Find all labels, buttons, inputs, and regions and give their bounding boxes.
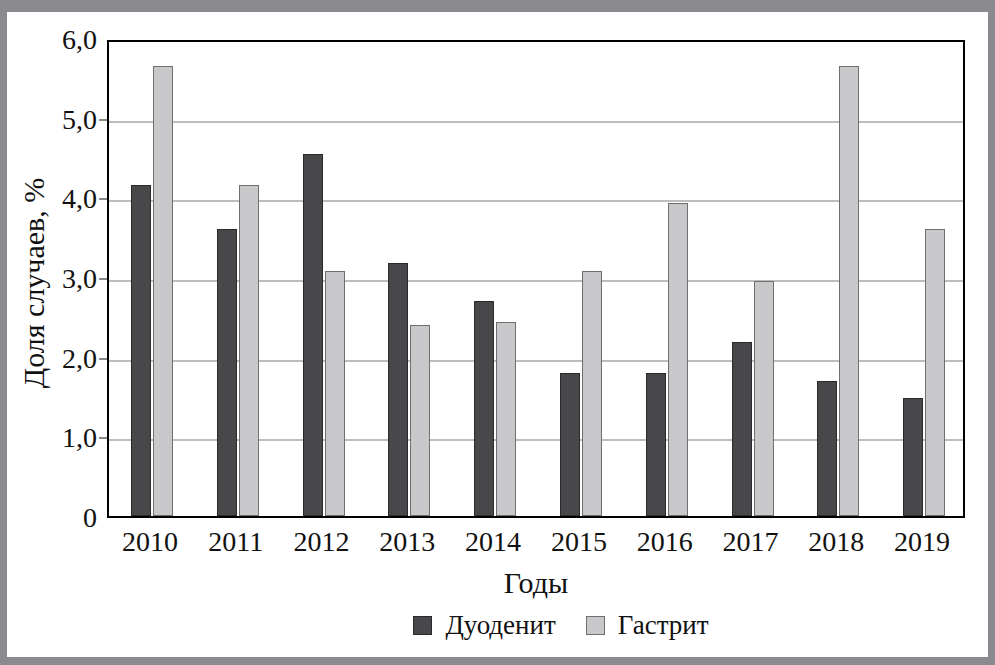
bar-Дуоденит-2016 [646, 373, 666, 516]
legend-swatch-icon [413, 616, 432, 635]
bar-Гастрит-2013 [410, 325, 430, 516]
plot-area [107, 40, 965, 518]
y-tick-label: 6,0 [7, 26, 97, 54]
bar-Гастрит-2010 [153, 66, 173, 516]
bar-Дуоденит-2018 [817, 381, 837, 516]
bar-Дуоденит-2017 [732, 342, 752, 516]
bar-Гастрит-2019 [925, 229, 945, 516]
bar-Дуоденит-2014 [474, 301, 494, 516]
bar-Гастрит-2011 [239, 185, 259, 516]
legend-item-Гастрит: Гастрит [586, 610, 709, 641]
legend-label: Дуоденит [445, 610, 555, 641]
y-tick-label: 5,0 [7, 106, 97, 134]
bar-Дуоденит-2015 [560, 373, 580, 516]
legend: Дуоденит Гастрит [107, 610, 965, 641]
bar-Дуоденит-2012 [303, 154, 323, 516]
y-tick-mark [99, 358, 107, 360]
y-tick-mark [99, 437, 107, 439]
x-axis-labels: 2010201120122013201420152016201720182019 [107, 526, 965, 562]
bar-Дуоденит-2010 [131, 185, 151, 516]
bar-Дуоденит-2011 [217, 229, 237, 516]
y-tick-label: 4,0 [7, 185, 97, 213]
x-tick-label-2019: 2019 [872, 526, 972, 558]
bar-Дуоденит-2013 [388, 263, 408, 516]
y-tick-label: 3,0 [7, 265, 97, 293]
gridline [109, 200, 963, 202]
bar-Гастрит-2015 [582, 271, 602, 516]
bar-Гастрит-2016 [668, 203, 688, 516]
y-tick-label: 0 [7, 504, 97, 532]
gridline [109, 360, 963, 362]
legend-swatch-icon [586, 616, 605, 635]
bar-Дуоденит-2019 [903, 398, 923, 516]
y-tick-mark [99, 119, 107, 121]
y-tick-mark [99, 278, 107, 280]
legend-item-Дуоденит: Дуоденит [413, 610, 555, 641]
gridline [109, 280, 963, 282]
bar-Гастрит-2018 [839, 66, 859, 516]
y-tick-label: 1,0 [7, 424, 97, 452]
bar-Гастрит-2017 [754, 281, 774, 516]
x-axis-title: Годы [107, 566, 965, 600]
y-tick-label: 2,0 [7, 345, 97, 373]
chart-frame: Доля случаев, % 01,02,03,04,05,06,0 2010… [0, 0, 995, 665]
bar-Гастрит-2012 [325, 271, 345, 516]
gridline [109, 121, 963, 123]
legend-label: Гастрит [618, 610, 709, 641]
bar-Гастрит-2014 [496, 322, 516, 516]
y-tick-mark [99, 198, 107, 200]
